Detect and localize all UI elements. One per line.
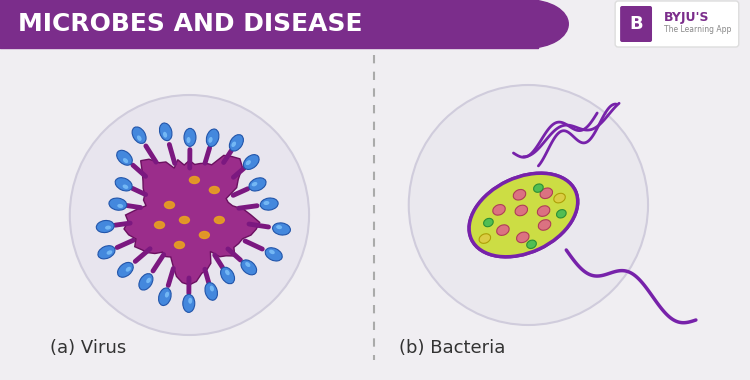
Ellipse shape xyxy=(554,193,566,203)
Ellipse shape xyxy=(266,248,282,261)
Ellipse shape xyxy=(209,137,212,143)
Ellipse shape xyxy=(146,278,151,283)
Ellipse shape xyxy=(469,173,578,257)
Ellipse shape xyxy=(160,123,172,141)
Ellipse shape xyxy=(183,294,195,312)
Ellipse shape xyxy=(537,206,550,216)
Ellipse shape xyxy=(118,263,134,277)
Ellipse shape xyxy=(123,185,128,189)
Ellipse shape xyxy=(540,188,553,199)
Ellipse shape xyxy=(225,270,230,275)
Ellipse shape xyxy=(513,190,526,200)
Text: (b) Bacteria: (b) Bacteria xyxy=(399,339,506,357)
Ellipse shape xyxy=(187,137,190,143)
Ellipse shape xyxy=(123,158,128,163)
Text: MICROBES AND DISEASE: MICROBES AND DISEASE xyxy=(18,12,362,36)
Ellipse shape xyxy=(98,246,115,259)
Ellipse shape xyxy=(232,141,236,147)
Ellipse shape xyxy=(533,184,543,192)
Text: B: B xyxy=(629,15,643,33)
Ellipse shape xyxy=(164,201,175,209)
Text: The Learning App: The Learning App xyxy=(664,25,731,35)
Ellipse shape xyxy=(244,155,259,169)
Ellipse shape xyxy=(188,298,192,304)
FancyBboxPatch shape xyxy=(615,1,739,47)
Ellipse shape xyxy=(246,160,251,165)
Ellipse shape xyxy=(106,250,112,255)
Ellipse shape xyxy=(538,220,550,230)
Ellipse shape xyxy=(163,132,167,138)
Ellipse shape xyxy=(165,292,169,298)
Ellipse shape xyxy=(479,234,490,243)
Ellipse shape xyxy=(209,187,219,193)
Ellipse shape xyxy=(484,218,494,227)
Ellipse shape xyxy=(263,201,269,205)
Ellipse shape xyxy=(469,173,578,257)
Ellipse shape xyxy=(517,232,529,243)
FancyBboxPatch shape xyxy=(620,6,652,42)
Ellipse shape xyxy=(137,135,142,141)
Text: BYJU'S: BYJU'S xyxy=(664,11,710,24)
Ellipse shape xyxy=(96,220,114,233)
Polygon shape xyxy=(124,155,260,285)
Ellipse shape xyxy=(117,204,123,208)
Ellipse shape xyxy=(117,150,132,165)
Ellipse shape xyxy=(260,198,278,210)
Ellipse shape xyxy=(116,178,132,191)
Ellipse shape xyxy=(488,0,568,48)
Ellipse shape xyxy=(214,217,224,223)
Ellipse shape xyxy=(493,204,506,215)
Ellipse shape xyxy=(206,129,219,147)
Ellipse shape xyxy=(205,283,218,300)
Ellipse shape xyxy=(105,226,111,230)
Ellipse shape xyxy=(190,176,200,184)
Ellipse shape xyxy=(200,231,209,239)
Ellipse shape xyxy=(139,274,153,290)
Ellipse shape xyxy=(109,198,127,210)
Ellipse shape xyxy=(515,205,527,216)
Ellipse shape xyxy=(158,288,171,306)
Ellipse shape xyxy=(220,267,235,284)
Ellipse shape xyxy=(276,225,282,229)
Ellipse shape xyxy=(175,242,184,249)
Ellipse shape xyxy=(210,285,214,291)
Ellipse shape xyxy=(154,222,164,228)
Ellipse shape xyxy=(269,250,274,254)
Ellipse shape xyxy=(526,240,536,249)
Ellipse shape xyxy=(241,260,256,275)
Ellipse shape xyxy=(126,267,131,272)
Ellipse shape xyxy=(252,182,257,186)
Ellipse shape xyxy=(245,262,250,267)
Ellipse shape xyxy=(496,225,509,235)
Ellipse shape xyxy=(230,135,244,151)
Ellipse shape xyxy=(556,210,566,218)
Ellipse shape xyxy=(132,127,146,143)
Ellipse shape xyxy=(272,223,290,235)
Ellipse shape xyxy=(249,178,266,191)
Text: (a) Virus: (a) Virus xyxy=(50,339,126,357)
Circle shape xyxy=(70,95,309,335)
Ellipse shape xyxy=(184,128,196,146)
Ellipse shape xyxy=(179,217,190,223)
Circle shape xyxy=(409,85,648,325)
